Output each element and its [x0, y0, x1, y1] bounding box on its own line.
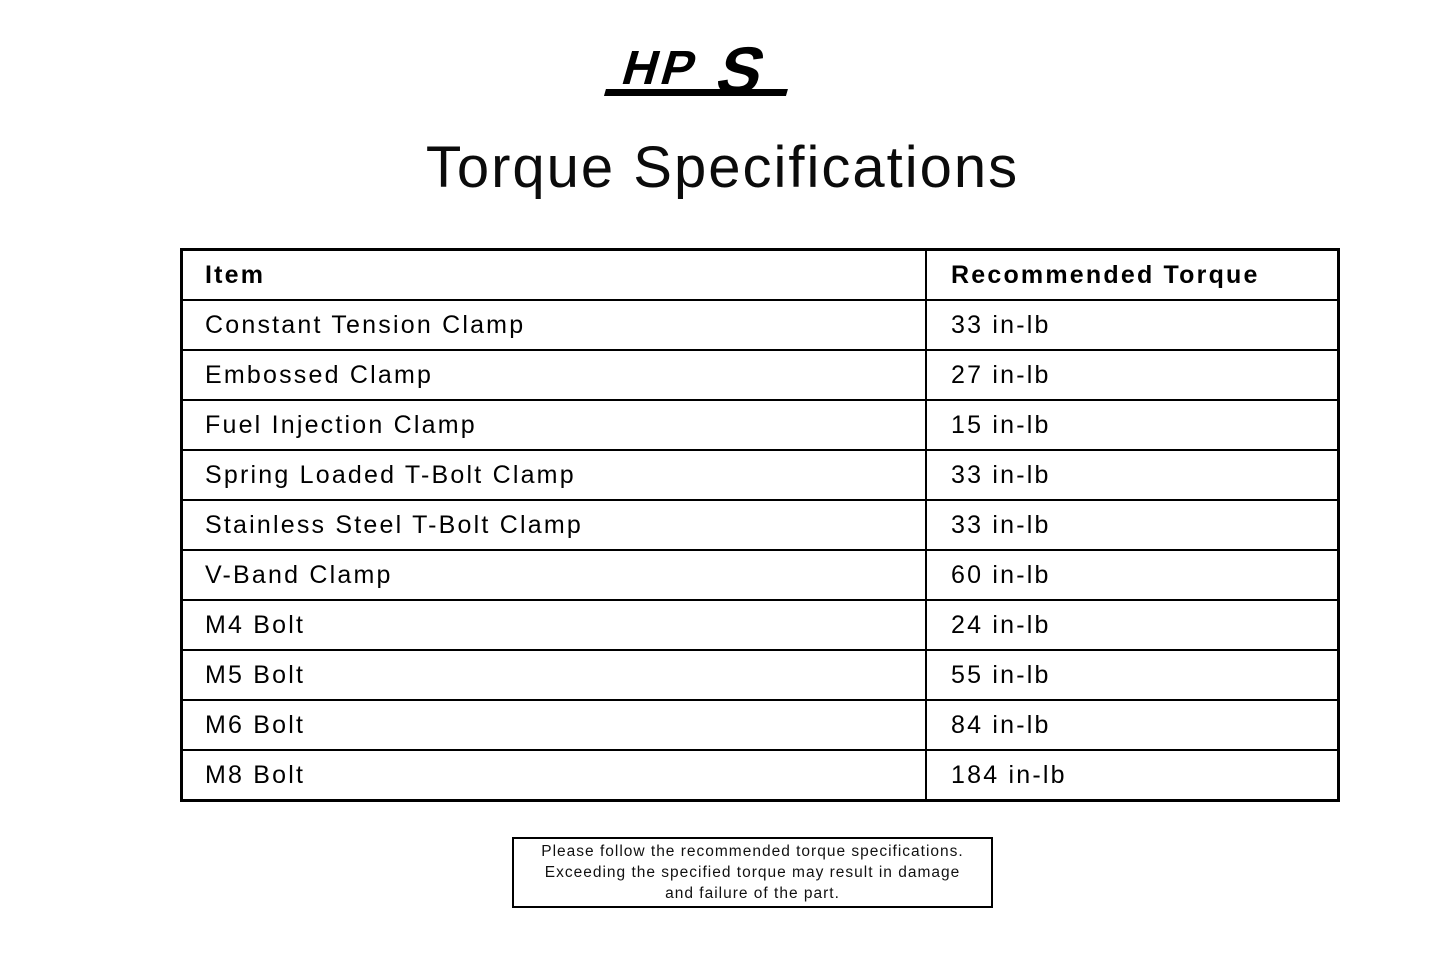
table-row: M8 Bolt 184 in-lb: [180, 749, 1340, 802]
note-box: Please follow the recommended torque spe…: [512, 837, 993, 908]
table-row: M6 Bolt 84 in-lb: [180, 699, 1340, 751]
torque-cell: 33 in-lb: [925, 499, 1340, 551]
torque-cell: 84 in-lb: [925, 699, 1340, 751]
item-cell: M6 Bolt: [180, 699, 927, 751]
torque-cell: 184 in-lb: [925, 749, 1340, 802]
item-cell: M5 Bolt: [180, 649, 927, 701]
table-row: Embossed Clamp 27 in-lb: [180, 349, 1340, 401]
hps-logo-s: S: [709, 40, 774, 108]
table-row: Stainless Steel T-Bolt Clamp 33 in-lb: [180, 499, 1340, 551]
torque-cell: 55 in-lb: [925, 649, 1340, 701]
table-row: V-Band Clamp 60 in-lb: [180, 549, 1340, 601]
hps-logo-text: HP: [616, 42, 706, 95]
header-item: Item: [180, 248, 927, 301]
torque-cell: 60 in-lb: [925, 549, 1340, 601]
note-line-1: Please follow the recommended torque spe…: [541, 843, 964, 860]
table-row: Fuel Injection Clamp 15 in-lb: [180, 399, 1340, 451]
table-row: M5 Bolt 55 in-lb: [180, 649, 1340, 701]
hps-logo-underline: [603, 89, 788, 96]
torque-cell: 27 in-lb: [925, 349, 1340, 401]
item-cell: Fuel Injection Clamp: [180, 399, 927, 451]
item-cell: M8 Bolt: [180, 749, 927, 802]
item-cell: Embossed Clamp: [180, 349, 927, 401]
torque-cell: 33 in-lb: [925, 449, 1340, 501]
page-title: Torque Specifications: [425, 135, 1020, 200]
table-header-row: Item Recommended Torque: [180, 248, 1340, 301]
table-row: Constant Tension Clamp 33 in-lb: [180, 299, 1340, 351]
torque-spec-table: Item Recommended Torque Constant Tension…: [180, 248, 1340, 802]
hps-logo: HP S: [596, 34, 852, 108]
header-recommended-torque: Recommended Torque: [925, 248, 1340, 301]
note-line-2: Exceeding the specified torque may resul…: [544, 864, 961, 881]
note-line-3: and failure of the part.: [665, 885, 840, 902]
table-row: M4 Bolt 24 in-lb: [180, 599, 1340, 651]
torque-cell: 24 in-lb: [925, 599, 1340, 651]
table-row: Spring Loaded T-Bolt Clamp 33 in-lb: [180, 449, 1340, 501]
item-cell: Spring Loaded T-Bolt Clamp: [180, 449, 927, 501]
item-cell: Stainless Steel T-Bolt Clamp: [180, 499, 927, 551]
torque-cell: 15 in-lb: [925, 399, 1340, 451]
item-cell: V-Band Clamp: [180, 549, 927, 601]
item-cell: Constant Tension Clamp: [180, 299, 927, 351]
torque-cell: 33 in-lb: [925, 299, 1340, 351]
item-cell: M4 Bolt: [180, 599, 927, 651]
hps-logo-graphic: HP S: [603, 34, 788, 108]
